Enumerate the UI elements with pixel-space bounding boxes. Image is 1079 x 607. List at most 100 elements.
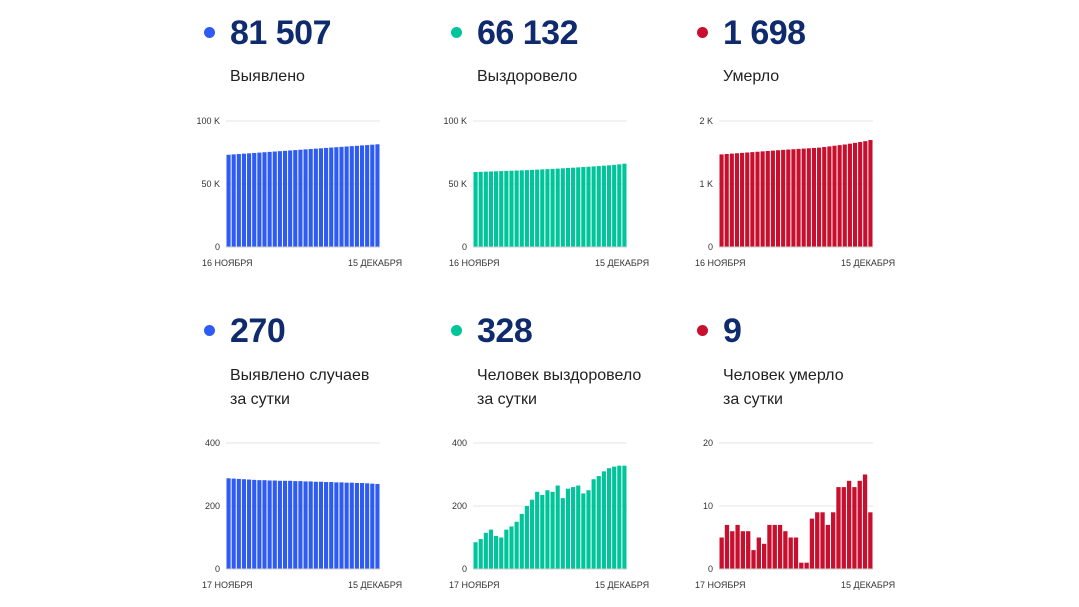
chart-bar bbox=[777, 524, 783, 569]
chart-bar bbox=[729, 153, 734, 247]
y-tick-label: 100 K bbox=[196, 116, 220, 126]
chart-bar bbox=[793, 537, 799, 569]
chart-bar bbox=[756, 537, 761, 569]
x-tick-label: 17 НОЯБРЯ bbox=[695, 580, 746, 590]
chart-bar bbox=[478, 171, 483, 247]
chart-bar bbox=[334, 147, 339, 247]
chart-bar bbox=[786, 149, 791, 247]
chart-bar bbox=[318, 481, 324, 569]
chart-bar bbox=[535, 169, 540, 247]
x-tick-label: 17 НОЯБРЯ bbox=[202, 580, 253, 590]
teal-dot-icon bbox=[451, 27, 462, 38]
chart-bar bbox=[354, 483, 359, 569]
chart-bar bbox=[846, 480, 852, 569]
chart-bar bbox=[788, 537, 793, 569]
chart-bar bbox=[740, 531, 746, 569]
y-tick-label: 100 K bbox=[443, 116, 467, 126]
chart-bar bbox=[324, 147, 329, 247]
red-dot-icon bbox=[697, 325, 708, 336]
x-tick-label: 15 ДЕКАБРЯ bbox=[348, 580, 402, 590]
x-tick-label: 15 ДЕКАБРЯ bbox=[841, 258, 895, 268]
chart-bar bbox=[375, 483, 380, 569]
chart-bar bbox=[499, 537, 504, 569]
chart-bar bbox=[488, 171, 494, 247]
chart-bar bbox=[801, 148, 806, 247]
label-line: Выздоровело bbox=[477, 68, 578, 85]
chart-bar bbox=[514, 170, 519, 247]
chart-bar bbox=[719, 537, 724, 569]
chart-bar bbox=[308, 481, 313, 569]
chart-bar bbox=[601, 471, 606, 569]
chart-bar bbox=[267, 151, 272, 247]
chart-bar bbox=[596, 476, 601, 569]
chart-bar bbox=[241, 153, 247, 247]
chart-bar bbox=[483, 532, 488, 569]
chart-bar bbox=[540, 494, 545, 569]
chart-bar bbox=[236, 154, 241, 247]
x-tick-label: 17 НОЯБРЯ bbox=[449, 580, 500, 590]
y-tick-label: 50 K bbox=[448, 179, 467, 189]
chart-bar bbox=[504, 170, 509, 247]
chart-bar bbox=[483, 171, 488, 247]
chart-bar bbox=[545, 169, 550, 247]
chart-bar bbox=[555, 485, 560, 569]
chart-bar bbox=[740, 152, 745, 247]
chart-bar bbox=[344, 146, 349, 247]
chart-bar bbox=[519, 170, 524, 247]
chart-bar bbox=[842, 144, 847, 247]
x-tick-label: 15 ДЕКАБРЯ bbox=[595, 580, 649, 590]
teal-dot-icon bbox=[451, 325, 462, 336]
chart-bar bbox=[288, 150, 293, 247]
chart-bar bbox=[550, 168, 555, 247]
chart-bar bbox=[313, 148, 318, 247]
chart-bar bbox=[282, 150, 288, 247]
chart-bar bbox=[231, 154, 236, 247]
chart-bar bbox=[796, 148, 801, 247]
chart-bar bbox=[745, 152, 750, 247]
chart-bar bbox=[288, 480, 293, 569]
chart-bar bbox=[514, 521, 519, 569]
y-tick-label: 10 bbox=[703, 501, 713, 511]
chart-bar bbox=[581, 167, 586, 247]
chart-bar bbox=[799, 562, 804, 569]
chart-bar bbox=[730, 531, 735, 569]
chart-bar bbox=[282, 480, 288, 569]
chart-bar bbox=[339, 482, 344, 570]
chart-bar bbox=[535, 491, 540, 569]
chart-bar bbox=[868, 140, 873, 247]
chart-bar bbox=[519, 513, 524, 570]
chart-bar bbox=[837, 145, 842, 247]
chart-bar bbox=[817, 147, 822, 247]
chart-bar bbox=[820, 512, 825, 569]
total-cases-chart: 0 50 K 100 K 16 НОЯБРЯ 15 ДЕКАБРЯ bbox=[196, 116, 402, 268]
x-tick-label: 16 НОЯБРЯ bbox=[449, 258, 500, 268]
label-line: Выявлено bbox=[230, 68, 305, 85]
chart-bar bbox=[617, 164, 622, 247]
x-tick-label: 15 ДЕКАБРЯ bbox=[841, 580, 895, 590]
chart-bar bbox=[272, 151, 277, 247]
chart-bar bbox=[339, 146, 344, 247]
chart-bar bbox=[841, 487, 846, 569]
y-tick-label: 200 bbox=[205, 501, 220, 511]
label-line: за сутки bbox=[723, 391, 783, 408]
chart-bar bbox=[770, 150, 775, 247]
chart-bar bbox=[601, 165, 606, 247]
chart-bar bbox=[370, 483, 375, 569]
chart-bar bbox=[318, 148, 324, 247]
chart-bar bbox=[499, 171, 504, 247]
chart-bar bbox=[750, 152, 755, 247]
chart-bar bbox=[473, 172, 478, 247]
chart-bar bbox=[329, 147, 334, 247]
chart-bar bbox=[257, 480, 262, 569]
chart-bar bbox=[831, 512, 836, 569]
label-line: за сутки bbox=[230, 391, 290, 408]
chart-bar bbox=[586, 166, 591, 247]
label-line: Человек выздоровело bbox=[477, 367, 642, 384]
chart-bar bbox=[825, 524, 831, 569]
chart-bar bbox=[622, 163, 627, 247]
chart-bar bbox=[863, 141, 868, 247]
label-line: Умерло bbox=[723, 68, 780, 85]
chart-bar bbox=[262, 480, 267, 569]
total-recovered-chart: 0 50 K 100 K 16 НОЯБРЯ 15 ДЕКАБРЯ bbox=[443, 116, 649, 268]
chart-bar bbox=[560, 168, 565, 247]
